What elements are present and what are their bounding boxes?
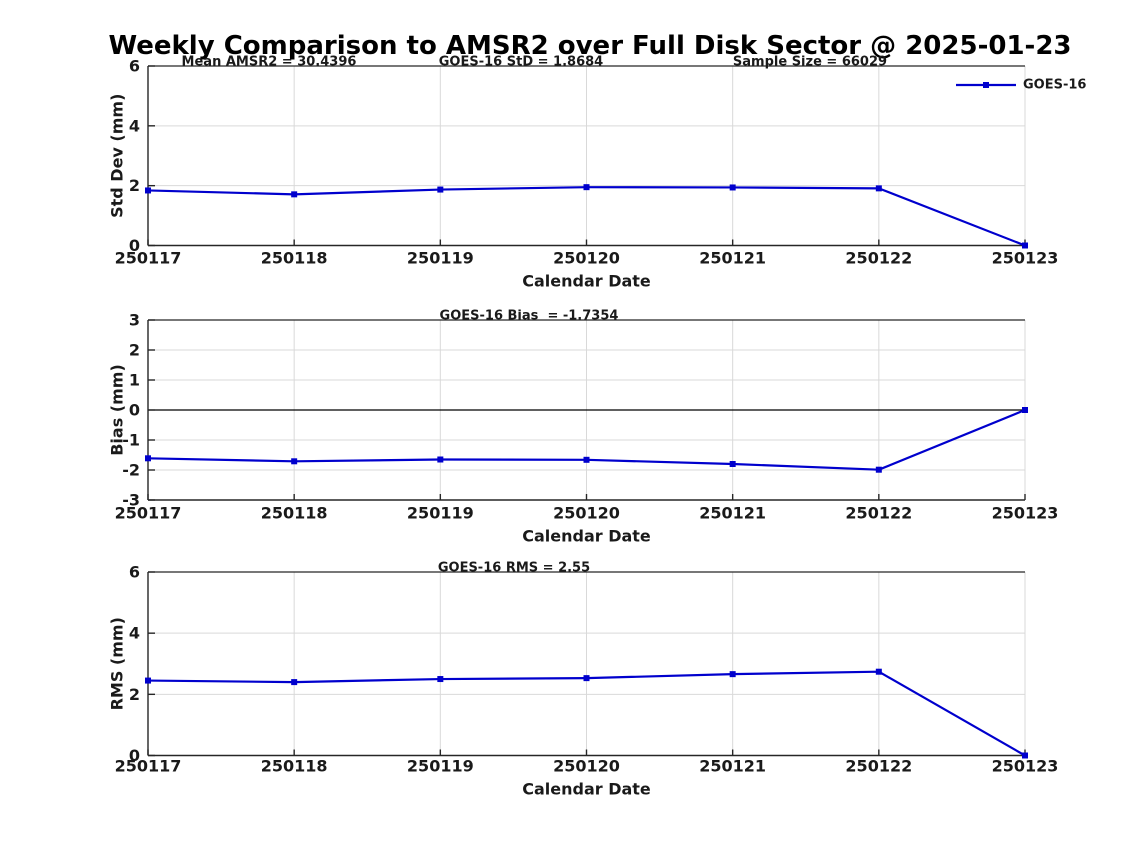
data-point-marker bbox=[291, 679, 298, 686]
figure-title: Weekly Comparison to AMSR2 over Full Dis… bbox=[108, 31, 1072, 61]
x-axis-label: Calendar Date bbox=[522, 272, 651, 291]
y-tick-label: -1 bbox=[122, 431, 140, 450]
data-point-marker bbox=[875, 466, 882, 473]
x-tick-label: 250121 bbox=[699, 757, 766, 776]
data-point-marker bbox=[291, 458, 298, 465]
x-tick-label: 250122 bbox=[845, 504, 912, 523]
data-point-marker bbox=[1022, 407, 1028, 413]
x-tick-label: 250123 bbox=[992, 504, 1059, 523]
y-tick-label: 2 bbox=[129, 685, 140, 704]
data-point-marker bbox=[437, 676, 444, 683]
x-tick-label: 250120 bbox=[553, 249, 620, 268]
data-point-marker bbox=[729, 184, 736, 191]
y-axis-label: RMS (mm) bbox=[108, 617, 127, 710]
x-tick-label: 250121 bbox=[699, 504, 766, 523]
x-tick-label: 250118 bbox=[261, 757, 328, 776]
x-tick-label: 250118 bbox=[261, 249, 328, 268]
data-point-marker bbox=[875, 668, 882, 675]
x-tick-label: 250121 bbox=[699, 249, 766, 268]
data-point-marker bbox=[437, 186, 444, 193]
data-point-marker bbox=[145, 455, 151, 462]
x-tick-label: 250119 bbox=[407, 504, 474, 523]
y-tick-label: 6 bbox=[129, 563, 140, 582]
data-point-marker bbox=[291, 191, 298, 198]
x-tick-label: 250117 bbox=[115, 249, 182, 268]
x-tick-label: 250118 bbox=[261, 504, 328, 523]
stat-annotation: Mean AMSR2 = 30.4396 bbox=[182, 55, 357, 70]
y-tick-label: 0 bbox=[129, 401, 140, 420]
data-point-marker bbox=[729, 671, 736, 678]
x-tick-label: 250119 bbox=[407, 249, 474, 268]
y-tick-label: 4 bbox=[129, 624, 140, 643]
y-tick-label: -3 bbox=[122, 491, 140, 510]
y-tick-label: -2 bbox=[122, 461, 140, 480]
y-tick-label: 1 bbox=[129, 371, 140, 390]
subplot-bias: 250117 250118 250119 250120 250121 250122 2501… bbox=[108, 309, 1059, 546]
data-point-marker bbox=[145, 187, 151, 194]
y-tick-label: 6 bbox=[129, 57, 140, 76]
x-tick-label: 250123 bbox=[992, 757, 1059, 776]
data-point-marker bbox=[583, 675, 590, 682]
x-tick-label: 250120 bbox=[553, 757, 620, 776]
x-tick-label: 250123 bbox=[992, 249, 1059, 268]
data-point-marker bbox=[437, 456, 444, 463]
x-axis-label: Calendar Date bbox=[522, 527, 651, 546]
legend-marker bbox=[983, 82, 989, 88]
y-tick-label: 0 bbox=[129, 236, 140, 255]
stat-annotation: GOES-16 RMS = 2.55 bbox=[438, 561, 590, 576]
data-point-marker bbox=[583, 456, 590, 463]
x-tick-label: 250117 bbox=[115, 504, 182, 523]
legend-label: GOES-16 bbox=[1023, 78, 1086, 93]
stat-annotation: GOES-16 StD = 1.8684 bbox=[439, 55, 603, 70]
y-tick-label: 2 bbox=[129, 176, 140, 195]
data-point-marker bbox=[875, 185, 882, 192]
y-tick-label: 4 bbox=[129, 116, 140, 135]
y-axis-label: Std Dev (mm) bbox=[108, 94, 127, 218]
subplot-stddev: 250117 250118 250119 250120 250121 250122 2501… bbox=[108, 55, 1087, 291]
data-point-marker bbox=[729, 461, 736, 467]
data-point-marker bbox=[583, 184, 590, 191]
x-tick-label: 250119 bbox=[407, 757, 474, 776]
x-tick-label: 250117 bbox=[115, 757, 182, 776]
y-tick-label: 3 bbox=[129, 311, 140, 330]
y-axis-label: Bias (mm) bbox=[108, 364, 127, 456]
data-point-marker bbox=[145, 677, 151, 684]
stat-annotation: Sample Size = 66029 bbox=[733, 55, 887, 70]
data-point-marker bbox=[1022, 752, 1028, 759]
x-tick-label: 250122 bbox=[845, 249, 912, 268]
y-tick-label: 0 bbox=[129, 746, 140, 765]
x-tick-label: 250120 bbox=[553, 504, 620, 523]
stat-annotation: GOES-16 Bias = -1.7354 bbox=[440, 309, 619, 324]
subplot-rms: 250117 250118 250119 250120 250121 250122 2501… bbox=[108, 561, 1059, 799]
x-axis-label: Calendar Date bbox=[522, 780, 651, 799]
x-tick-label: 250122 bbox=[845, 757, 912, 776]
data-point-marker bbox=[1022, 242, 1028, 249]
y-tick-label: 2 bbox=[129, 341, 140, 360]
